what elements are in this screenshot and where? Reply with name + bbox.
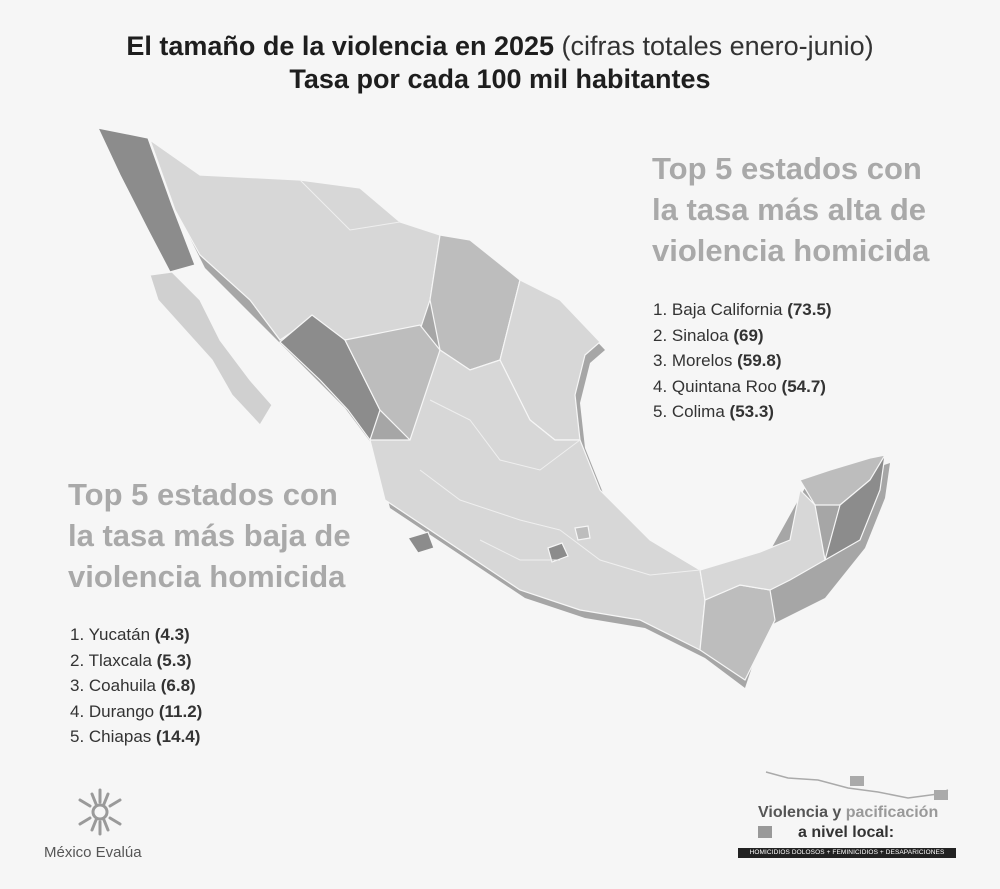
state-quintana-roo (824, 454, 886, 562)
list-item: 3. Morelos (59.8) (653, 351, 782, 370)
top-high-heading: Top 5 estados con la tasa más alta de vi… (652, 148, 929, 271)
chart-title: El tamaño de la violencia en 2025 (cifra… (0, 30, 1000, 96)
rate-value: (54.7) (781, 376, 826, 396)
state-borders (299, 179, 701, 576)
rate-value: (69) (733, 325, 764, 345)
list-item: 5. Colima (53.3) (653, 402, 774, 421)
top-high-heading-line2: la tasa más alta de (652, 192, 926, 227)
rate-value: (4.3) (154, 625, 190, 644)
top-high-heading-line3: violencia homicida (652, 233, 930, 268)
rate-value: (6.8) (160, 676, 196, 695)
top-low-heading-line3: violencia homicida (68, 559, 346, 594)
top-low-heading-line1: Top 5 estados con (68, 477, 338, 512)
rate-value: (73.5) (787, 300, 832, 319)
title-period: (cifras totales enero-junio) (554, 31, 874, 61)
state-baja-california (96, 127, 196, 273)
top-high-list: 1. Baja California (73.5) 2. Sinaloa (69… (653, 297, 832, 425)
state-morelos (547, 542, 569, 563)
list-item: 1. Baja California (73.5) (653, 300, 832, 319)
list-item: 3. Coahuila (6.8) (70, 676, 196, 695)
top-high-heading-line1: Top 5 estados con (652, 151, 922, 186)
vp-band: HOMICIDIOS DOLOSOS + FEMINICIDIOS + DESA… (738, 848, 956, 858)
rate-value: (11.2) (158, 701, 203, 721)
list-item: 2. Sinaloa (69) (653, 325, 764, 345)
mexico-evalua-name: México Evalúa (44, 844, 142, 861)
top-low-list: 1. Yucatán (4.3) 2. Tlaxcala (5.3) 3. Co… (70, 622, 202, 750)
state-center (369, 349, 706, 651)
state-colima (407, 531, 435, 554)
list-item: 1. Yucatán (4.3) (70, 625, 190, 644)
vp-line1: Violencia y pacificación (758, 804, 939, 821)
title-subtitle: Tasa por cada 100 mil habitantes (289, 64, 711, 94)
mini-map-icon (765, 771, 949, 800)
map-states (96, 127, 887, 681)
list-item: 4. Durango (11.2) (70, 701, 203, 721)
rate-value: (14.4) (156, 727, 201, 746)
rate-value: (53.3) (729, 402, 774, 421)
rate-value: (59.8) (737, 351, 782, 370)
top-low-heading: Top 5 estados con la tasa más baja de vi… (68, 474, 351, 597)
list-item: 4. Quintana Roo (54.7) (653, 376, 826, 396)
title-main: El tamaño de la violencia en 2025 (126, 31, 555, 61)
star-icon (78, 788, 122, 836)
state-baja-california-sur (149, 271, 273, 426)
state-chiapas (699, 584, 776, 681)
list-item: 5. Chiapas (14.4) (70, 727, 201, 746)
violencia-pacificacion-logo: Violencia y pacificación a nivel local: … (738, 768, 960, 868)
vp-mark-icon (758, 826, 772, 838)
top-low-heading-line2: la tasa más baja de (68, 518, 351, 553)
vp-line2: a nivel local: (798, 824, 895, 841)
state-tlaxcala (574, 525, 591, 541)
list-item: 2. Tlaxcala (5.3) (70, 650, 192, 670)
rate-value: (5.3) (156, 650, 192, 670)
